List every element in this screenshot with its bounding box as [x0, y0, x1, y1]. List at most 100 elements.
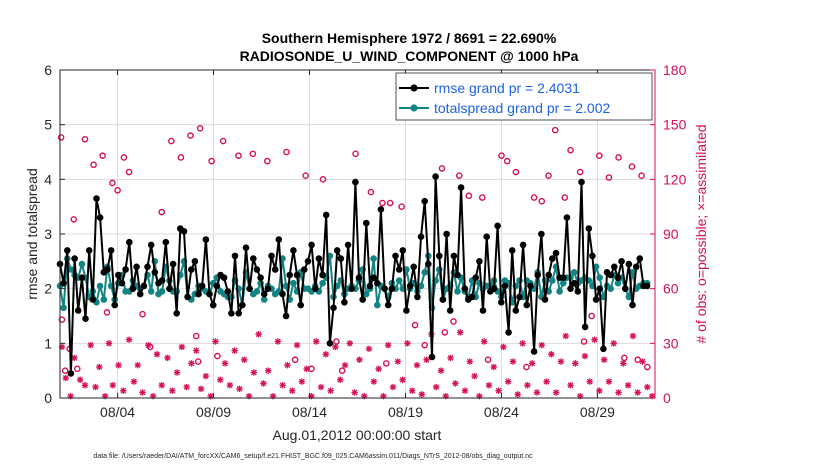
obs-assimilated-marker [399, 376, 406, 383]
rmse-point [600, 345, 607, 353]
obs-assimilated-marker [394, 358, 402, 365]
asterisk-stroke [260, 380, 267, 387]
rmse-point [315, 255, 323, 262]
asterisk-stroke [639, 358, 646, 365]
rmse-point [523, 301, 531, 309]
obs-assimilated-marker [279, 382, 286, 389]
obs-assimilated-marker [221, 360, 229, 367]
x-tick-label: 08/04 [100, 404, 135, 420]
obs-possible-marker [530, 194, 538, 201]
obs-possible-marker [498, 152, 505, 159]
rmse-point [312, 285, 319, 293]
obs-assimilated-marker [188, 360, 195, 367]
obs-assimilated-marker [586, 378, 593, 385]
obs-assimilated-marker [514, 391, 521, 398]
obs-assimilated-marker [389, 383, 397, 391]
asterisk-stroke [385, 342, 392, 349]
asterisk-stroke [586, 378, 593, 385]
asterisk-stroke [423, 356, 430, 363]
totalspread-point [78, 260, 86, 268]
obs-assimilated-marker [624, 382, 632, 389]
obs-assimilated-marker [572, 360, 579, 367]
obs-assimilated-marker [265, 367, 272, 374]
obs-possible-marker [208, 157, 215, 165]
legend-box [395, 72, 653, 121]
obs-assimilated-marker [87, 341, 94, 349]
rmse-point [370, 274, 377, 282]
rmse-point [505, 329, 512, 336]
asterisk-stroke [109, 382, 116, 389]
asterisk-stroke [169, 387, 176, 394]
y-right-tick-label: 150 [663, 117, 687, 133]
rmse-point [126, 238, 133, 246]
obs-assimilated-marker [236, 385, 243, 393]
obs-assimilated-marker [456, 329, 464, 336]
legend-spread-label: totalspread grand pr = 2.002 [434, 100, 611, 116]
obs-assimilated-marker [298, 378, 306, 385]
rmse-point [209, 301, 217, 309]
asterisk-stroke [188, 360, 195, 367]
obs-assimilated-marker [557, 358, 565, 365]
obs-assimilated-marker [317, 383, 325, 391]
obs-assimilated-marker [480, 338, 488, 345]
asterisk-stroke [139, 389, 146, 396]
y-right-tick-label: 30 [663, 335, 679, 351]
rmse-point [89, 296, 97, 303]
rmse-point [578, 178, 585, 186]
obs-possible-marker [168, 137, 175, 145]
rmse-point [443, 230, 450, 238]
asterisk-stroke [399, 376, 406, 383]
asterisk-stroke [236, 386, 243, 392]
asterisk-stroke [538, 342, 545, 349]
y-left-tick-label: 6 [44, 62, 52, 78]
asterisk-stroke [318, 384, 324, 390]
rmse-point [377, 206, 385, 213]
rmse-point [180, 228, 188, 235]
obs-assimilated-marker [567, 382, 574, 389]
rmse-point [355, 274, 363, 282]
obs-assimilated-marker [552, 389, 560, 396]
obs-assimilated-marker [504, 378, 512, 385]
totalspread-point [319, 279, 326, 287]
obs-possible-marker [58, 316, 66, 323]
asterisk-stroke [62, 375, 69, 381]
totalspread-point [556, 288, 563, 295]
totalspread-point [454, 288, 461, 295]
obs-assimilated-marker [644, 383, 651, 391]
obs-possible-marker [214, 352, 221, 360]
rmse-point [129, 285, 137, 293]
rmse-point [625, 260, 633, 268]
obs-assimilated-marker [322, 351, 330, 358]
asterisk-stroke [644, 384, 651, 390]
rmse-point [428, 353, 436, 361]
asterisk-stroke [534, 389, 540, 396]
asterisk-stroke [131, 378, 137, 385]
obs-possible-marker [90, 161, 97, 169]
rmse-point [308, 241, 315, 249]
asterisk-stroke [370, 378, 377, 385]
asterisk-stroke [303, 365, 310, 372]
obs-assimilated-marker [289, 387, 296, 394]
rmse-point [144, 263, 151, 271]
obs-possible-marker [580, 338, 588, 345]
rmse-point [257, 274, 264, 282]
obs-assimilated-marker [178, 343, 186, 351]
obs-possible-marker [465, 192, 473, 200]
obs-assimilated-marker [543, 378, 550, 385]
obs-possible-marker [109, 179, 116, 187]
asterisk-stroke [198, 386, 204, 392]
obs-possible-marker [411, 321, 419, 329]
rmse-point [271, 266, 279, 273]
obs-assimilated-marker [293, 341, 301, 349]
obs-assimilated-marker [605, 378, 613, 385]
rmse-point [501, 282, 509, 290]
rmse-point [202, 236, 210, 243]
asterisk-stroke [375, 365, 382, 372]
obs-possible-marker [249, 150, 257, 158]
asterisk-stroke [519, 340, 526, 347]
y-left-tick-label: 0 [44, 390, 52, 406]
obs-possible-marker [158, 208, 166, 216]
totalspread-point [100, 296, 108, 303]
obs-assimilated-marker [92, 383, 99, 391]
obs-possible-marker [538, 197, 546, 205]
